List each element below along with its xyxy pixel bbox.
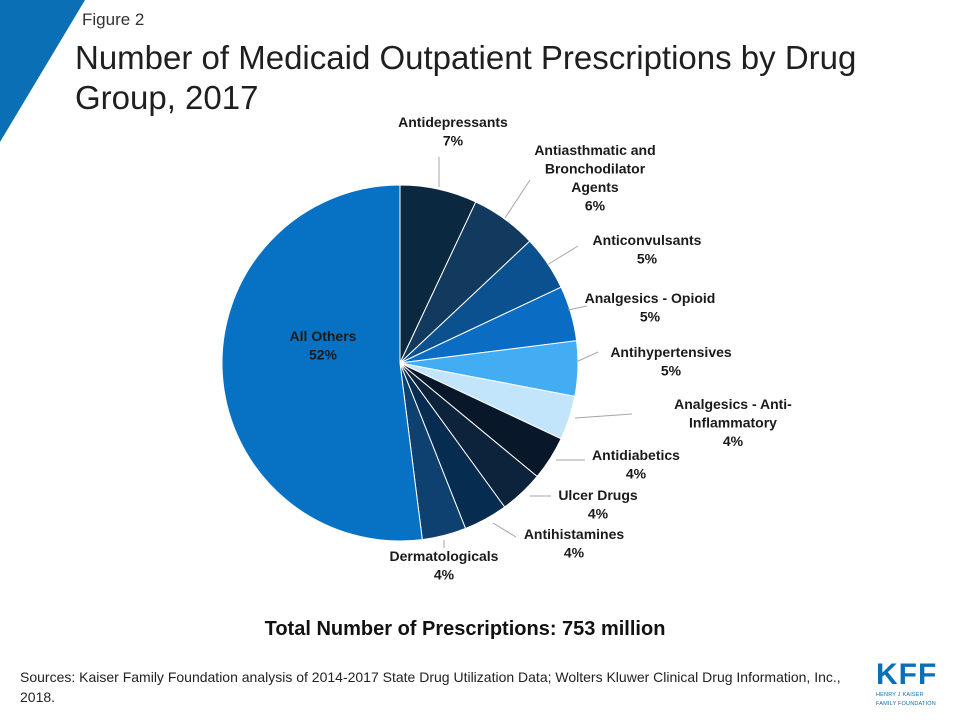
- slice-label-line: Antihypertensives: [610, 344, 732, 360]
- slice-label-line: Antiasthmatic and: [534, 142, 655, 158]
- slice-label-line: 6%: [585, 198, 606, 214]
- pie-slice-all-others: [221, 184, 423, 542]
- leader-line: [546, 245, 579, 266]
- slice-label: Antihistamines 4%: [524, 526, 625, 561]
- leader-line: [575, 351, 599, 363]
- slice-label-line: 52%: [309, 347, 338, 363]
- slice-labels: Antidepressants 7% Antiasthmatic and Bronch…: [290, 114, 793, 583]
- slice-label: Ulcer Drugs 4%: [558, 487, 638, 522]
- sources-note: Sources: Kaiser Family Foundation analys…: [20, 669, 841, 705]
- leader-line: [567, 305, 588, 311]
- corner-accent-triangle: [0, 0, 85, 142]
- slice-label-line: 4%: [564, 545, 585, 561]
- logo-letter: F: [898, 658, 917, 691]
- leader-line: [574, 413, 633, 419]
- total-prescriptions: Total Number of Prescriptions: 753 milli…: [264, 618, 666, 640]
- slice-label-line: 4%: [723, 433, 744, 449]
- leader-line: [492, 522, 517, 538]
- slice-label-line: All Others: [290, 328, 357, 344]
- slice-label: Antiasthmatic and Bronchodilator Agents 6%: [534, 142, 655, 214]
- slice-label-line: Analgesics - Opioid: [585, 290, 716, 306]
- slice-label: All Others 52%: [290, 328, 357, 363]
- logo-letter: K: [876, 658, 898, 691]
- slice-label-line: Dermatologicals: [390, 548, 499, 564]
- slice-label-line: 5%: [637, 251, 658, 267]
- slice-label: Antidiabetics 4%: [592, 447, 680, 482]
- slice-label-line: Antidepressants: [398, 114, 508, 130]
- slice-label: Anticonvulsants 5%: [593, 232, 702, 267]
- slice-label-line: 5%: [640, 309, 661, 325]
- slice-label-line: Agents: [571, 179, 619, 195]
- slice-label-line: Antihistamines: [524, 526, 625, 542]
- slice-label: Analgesics - Anti- Inflammatory 4%: [674, 396, 792, 449]
- slice-label: Antidepressants 7%: [398, 114, 508, 149]
- slice-label-line: 4%: [626, 466, 647, 482]
- slice-label-line: Inflammatory: [689, 415, 777, 431]
- slice-label-line: Anticonvulsants: [593, 232, 702, 248]
- slice-label: Antihypertensives 5%: [610, 344, 732, 379]
- slice-label-line: 5%: [661, 363, 682, 379]
- kff-logo-mark: K F F: [876, 660, 948, 690]
- slice-label-line: 7%: [443, 133, 464, 149]
- kff-logo: K F F HENRY J KAISER FAMILY FOUNDATION: [876, 660, 948, 710]
- chart-title: Number of Medicaid Outpatient Prescripti…: [75, 39, 857, 116]
- slice-label-line: Antidiabetics: [592, 447, 680, 463]
- figure-label: Figure 2: [82, 10, 145, 29]
- logo-subtitle-line: FAMILY FOUNDATION: [876, 701, 936, 707]
- logo-letter: F: [918, 658, 936, 691]
- leader-line: [504, 179, 531, 219]
- slice-label-line: 4%: [434, 567, 455, 583]
- slice-label-line: Ulcer Drugs: [558, 487, 638, 503]
- slice-label-line: Analgesics - Anti-: [674, 396, 792, 412]
- leader-lines: [438, 157, 633, 548]
- slice-label-line: Bronchodilator: [545, 161, 646, 177]
- pie-slices: [221, 184, 579, 542]
- slice-label: Analgesics - Opioid 5%: [585, 290, 716, 325]
- slice-label: Dermatologicals 4%: [390, 548, 499, 583]
- slice-label-line: 4%: [588, 506, 609, 522]
- logo-subtitle-line: HENRY J KAISER: [876, 692, 924, 698]
